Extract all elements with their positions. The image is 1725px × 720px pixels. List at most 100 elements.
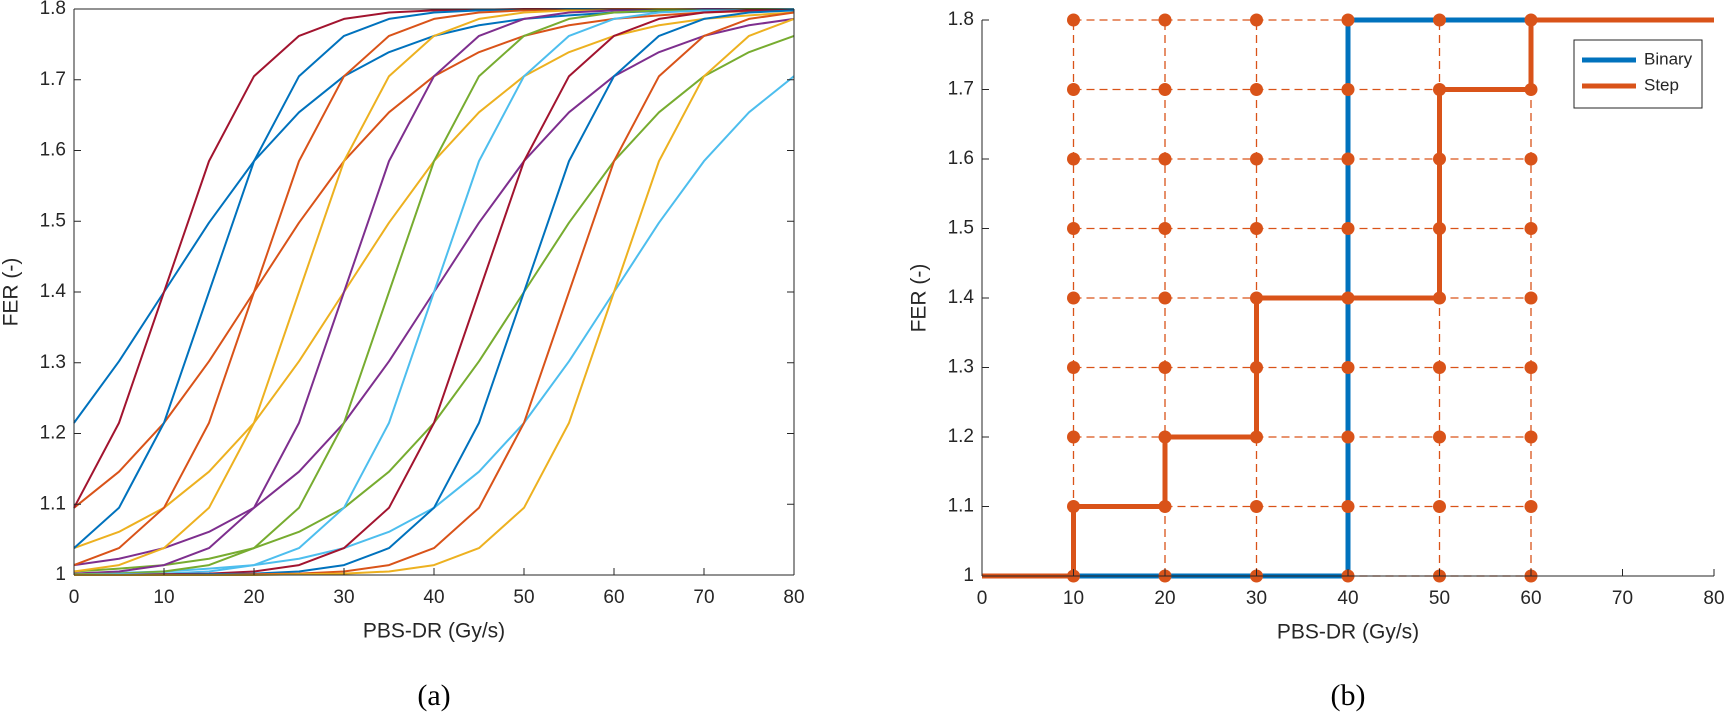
lattice-dot — [1341, 500, 1355, 513]
lattice-dot — [1067, 13, 1080, 27]
lattice-dot — [1433, 13, 1446, 27]
x-axis-label: PBS-DR (Gy/s) — [363, 620, 505, 643]
lattice-dot — [1433, 361, 1446, 374]
lattice-dot — [1341, 291, 1355, 305]
y-tick-label: 1.5 — [40, 210, 66, 231]
caption: (b) — [1331, 679, 1366, 712]
lattice-dot — [1341, 222, 1355, 235]
lattice-dot — [1341, 13, 1355, 27]
lattice-dot — [1158, 222, 1172, 235]
caption: (a) — [417, 679, 450, 712]
x-tick-label: 80 — [783, 587, 804, 608]
series-line — [73, 8, 794, 576]
lattice-dot — [1158, 361, 1172, 374]
lattice-dot — [1067, 152, 1080, 166]
x-tick-label: 70 — [693, 587, 714, 608]
series-line — [73, 8, 794, 424]
y-tick-label: 1.7 — [948, 79, 974, 100]
lattice-dot — [1250, 500, 1263, 513]
x-axis-label: PBS-DR (Gy/s) — [1277, 621, 1419, 644]
x-tick-label: 10 — [153, 587, 174, 608]
lattice-dot — [1524, 430, 1538, 444]
lattice-dot — [1250, 430, 1263, 444]
y-tick-label: 1.4 — [40, 281, 67, 302]
series-line — [74, 17, 795, 576]
lattice-dot — [1067, 222, 1080, 235]
lattice-dot — [1433, 152, 1446, 166]
lattice-dot — [1158, 83, 1172, 96]
y-tick-label: 1.4 — [948, 287, 975, 308]
y-tick-label: 1.8 — [40, 0, 66, 19]
lattice-dot — [1341, 83, 1355, 96]
lattice-dot — [1158, 152, 1172, 166]
lattice-dot — [1341, 430, 1355, 444]
y-tick-label: 1.5 — [948, 218, 974, 239]
lattice-dot — [1158, 500, 1172, 513]
x-tick-label: 40 — [1337, 588, 1358, 609]
lattice-dot — [1433, 291, 1446, 305]
plot: 0 10 20 30 40 50 60 70 80 1 1.1 1.2 1.3 1.4 1.5 1.6 1.7 1… — [0, 0, 805, 712]
y-tick-label: 1.6 — [40, 140, 66, 161]
y-tick-label: 1 — [963, 565, 974, 586]
lattice-dot — [1524, 291, 1538, 305]
lattice-dot — [1067, 361, 1080, 374]
series-line — [73, 8, 794, 509]
x-tick-label: 50 — [1429, 588, 1450, 609]
lattice-dot — [1433, 430, 1446, 444]
lattice-dot — [1067, 430, 1080, 444]
lattice-dot — [1524, 222, 1538, 235]
lattice-dot — [1250, 222, 1263, 235]
lattice-dot — [1067, 83, 1080, 96]
y-tick-label: 1.7 — [40, 69, 66, 90]
x-tick-label: 50 — [513, 587, 534, 608]
lattice-dot — [1433, 83, 1446, 96]
y-axis-label: FER (-) — [908, 264, 931, 333]
lattice-dot — [1433, 500, 1446, 513]
x-tick-label: 0 — [69, 587, 80, 608]
lattice-dot — [1067, 500, 1080, 513]
series-line — [73, 75, 795, 575]
x-tick-label: 60 — [603, 587, 624, 608]
y-axis-label: FER (-) — [0, 258, 23, 327]
y-tick-label: 1.8 — [948, 9, 974, 30]
lattice-dot — [1158, 13, 1172, 27]
lattice-dot — [1524, 361, 1538, 374]
series-line — [73, 11, 795, 550]
lattice-dot — [1067, 291, 1080, 305]
x-tick-label: 40 — [423, 587, 444, 608]
plot: 0 10 20 30 40 50 60 70 80 1 1.1 1.2 1.3 1.4 1.5 1.6 1.7 1… — [908, 9, 1725, 712]
lattice-dot — [1341, 361, 1355, 374]
legend-box — [1573, 39, 1703, 109]
y-tick-label: 1.1 — [948, 496, 974, 517]
x-tick-label: 30 — [333, 587, 354, 608]
series-line — [73, 8, 795, 576]
lattice-dot — [1433, 222, 1446, 235]
series-line — [73, 9, 795, 509]
legend-label: Step — [1644, 75, 1679, 94]
lattice-dot — [1524, 500, 1538, 513]
x-tick-label: 30 — [1246, 588, 1267, 609]
y-tick-label: 1.1 — [40, 493, 66, 514]
y-tick-label: 1.6 — [948, 148, 974, 169]
y-tick-label: 1.3 — [948, 357, 974, 378]
lattice-dot — [1250, 152, 1263, 166]
lattice-dot — [1524, 152, 1538, 166]
x-tick-label: 70 — [1612, 588, 1633, 609]
x-tick-label: 20 — [243, 587, 264, 608]
x-tick-label: 0 — [977, 588, 988, 609]
y-tick-label: 1 — [55, 564, 66, 585]
lattice-dot — [1250, 291, 1263, 305]
lattice-dot — [1158, 430, 1172, 444]
legend-label: Binary — [1644, 49, 1693, 68]
y-tick-label: 1.2 — [40, 423, 66, 444]
y-tick-label: 1.3 — [40, 352, 66, 373]
x-tick-label: 20 — [1154, 588, 1175, 609]
lattice-dot — [1250, 361, 1263, 374]
lattice-dot — [1524, 13, 1538, 27]
x-tick-label: 10 — [1063, 588, 1084, 609]
x-tick-label: 60 — [1520, 588, 1541, 609]
series-line — [73, 8, 794, 567]
x-tick-label: 80 — [1703, 588, 1724, 609]
series-line — [73, 34, 795, 573]
